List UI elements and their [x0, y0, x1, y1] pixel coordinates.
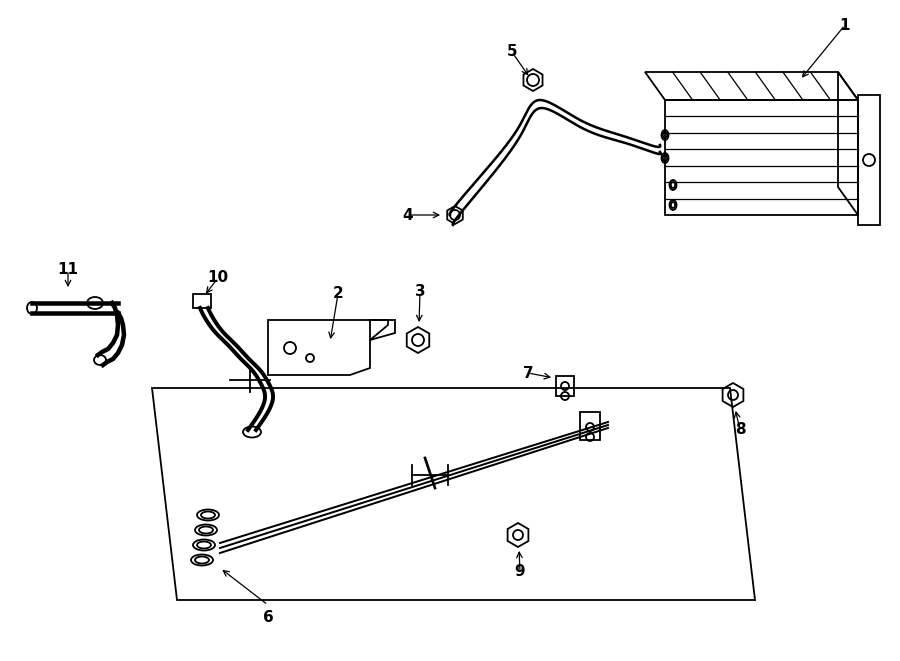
- Text: 9: 9: [515, 564, 526, 580]
- Text: 10: 10: [207, 270, 229, 286]
- Text: 2: 2: [333, 286, 344, 301]
- Text: 8: 8: [734, 422, 745, 438]
- Text: 1: 1: [840, 17, 850, 32]
- Text: 11: 11: [58, 262, 78, 278]
- Text: 5: 5: [507, 44, 517, 59]
- Text: 6: 6: [263, 611, 274, 625]
- Text: 7: 7: [523, 366, 534, 381]
- Text: 3: 3: [415, 284, 426, 299]
- Text: 4: 4: [402, 208, 413, 223]
- Bar: [580, 412, 600, 440]
- Bar: [193, 294, 211, 308]
- Bar: [556, 376, 574, 396]
